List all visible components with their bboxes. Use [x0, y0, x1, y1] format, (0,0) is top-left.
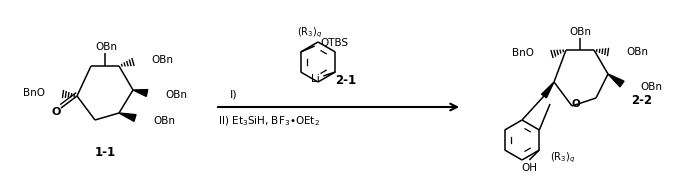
Text: 2-1: 2-1 [336, 74, 357, 86]
Polygon shape [133, 90, 148, 96]
Text: OBn: OBn [165, 90, 187, 100]
Text: OBn: OBn [640, 82, 662, 92]
Text: OBn: OBn [569, 27, 591, 37]
Text: (R$_3$)$_q$: (R$_3$)$_q$ [550, 151, 575, 165]
Text: BnO: BnO [23, 88, 45, 98]
Text: OBn: OBn [95, 42, 117, 52]
Text: O: O [52, 107, 61, 117]
Text: I): I) [230, 89, 237, 99]
Text: 2-2: 2-2 [632, 93, 653, 107]
Polygon shape [119, 113, 136, 121]
Polygon shape [608, 74, 624, 87]
Text: OBn: OBn [626, 47, 648, 57]
Text: BnO: BnO [512, 48, 534, 58]
Polygon shape [542, 82, 554, 98]
Text: II) Et$_3$SiH, BF$_3$•OEt$_2$: II) Et$_3$SiH, BF$_3$•OEt$_2$ [218, 114, 320, 128]
Text: OH: OH [521, 163, 537, 173]
Text: OTBS: OTBS [320, 38, 349, 48]
Text: Li: Li [311, 74, 320, 84]
Text: OBn: OBn [153, 116, 175, 126]
Text: 1-1: 1-1 [94, 146, 116, 159]
Text: (R$_3$)$_q$: (R$_3$)$_q$ [297, 26, 322, 40]
Text: O: O [572, 99, 580, 109]
Text: OBn: OBn [151, 55, 173, 65]
